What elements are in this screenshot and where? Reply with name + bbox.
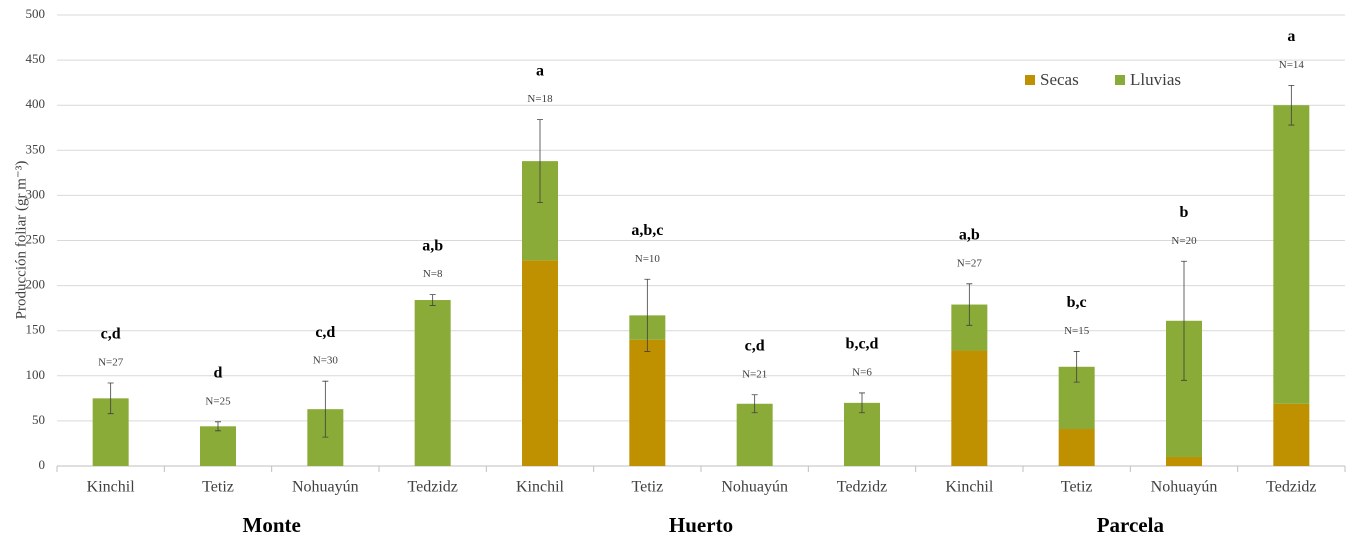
y-tick-label: 450	[26, 51, 46, 66]
n-label: N=14	[1279, 59, 1305, 71]
bar-segment	[200, 426, 236, 466]
significance-letter: a,b,c	[631, 222, 663, 239]
x-tick-label: Nohuayún	[1151, 479, 1218, 496]
significance-letter: b	[1180, 204, 1189, 221]
bar-segment	[951, 350, 988, 466]
legend-label: Lluvias	[1130, 70, 1181, 89]
n-label: N=18	[527, 93, 553, 105]
error-bar	[107, 382, 114, 415]
error-bar	[1073, 351, 1080, 383]
significance-letter: b,c	[1067, 294, 1087, 311]
n-label: N=21	[742, 368, 767, 380]
significance-letter: c,d	[745, 337, 765, 354]
bar-segment	[522, 260, 558, 466]
bar-segment	[1273, 403, 1310, 466]
group-label: Parcela	[1097, 513, 1165, 537]
significance-letter: a	[1287, 28, 1295, 45]
x-tick-label: Nohuayún	[292, 479, 359, 496]
n-label: N=25	[205, 395, 231, 407]
error-bar	[644, 278, 651, 352]
n-label: N=8	[423, 268, 443, 280]
legend-swatch	[1025, 75, 1035, 85]
error-bar	[859, 392, 865, 414]
y-tick-label: 300	[26, 186, 46, 201]
error-bar	[537, 119, 543, 204]
error-bar	[966, 283, 973, 326]
y-axis-title: Producción foliar (gr m⁻³)	[13, 161, 29, 320]
bar-segment	[629, 339, 666, 466]
y-tick-label: 200	[26, 277, 46, 292]
x-tick-label: Tetiz	[1061, 479, 1093, 496]
x-tick-label: Kinchil	[945, 479, 994, 496]
significance-letter: a,b	[959, 226, 980, 243]
error-bar	[1181, 260, 1187, 381]
y-tick-label: 0	[39, 457, 46, 472]
y-tick-label: 100	[26, 367, 46, 382]
bar-segment	[414, 300, 451, 466]
n-label: N=6	[852, 366, 872, 378]
y-tick-label: 150	[26, 322, 46, 337]
x-tick-label: Tetiz	[631, 479, 663, 496]
group-label: Monte	[243, 513, 301, 537]
bar-segment	[1058, 429, 1095, 466]
n-label: N=10	[635, 253, 661, 265]
significance-letter: c,d	[315, 324, 335, 341]
y-tick-label: 350	[26, 141, 46, 156]
legend-label: Secas	[1040, 70, 1079, 89]
n-label: N=20	[1171, 235, 1197, 247]
error-bar	[1288, 84, 1295, 126]
y-tick-label: 500	[26, 6, 46, 21]
group-label: Huerto	[669, 513, 733, 537]
significance-letter: b,c,d	[846, 336, 879, 353]
error-bar	[322, 380, 329, 438]
x-tick-label: Tedzidz	[1266, 479, 1316, 496]
error-bar	[429, 294, 436, 306]
n-label: N=27	[957, 257, 983, 269]
error-bar	[215, 421, 221, 432]
bar-segment	[1273, 105, 1310, 404]
error-bar	[751, 394, 758, 414]
y-tick-label: 50	[32, 412, 45, 427]
bar-segment	[1166, 456, 1202, 466]
significance-letter: a	[536, 62, 544, 79]
n-label: N=30	[313, 355, 339, 367]
n-label: N=27	[98, 357, 124, 369]
significance-letter: a,b	[422, 237, 443, 254]
n-label: N=15	[1064, 325, 1090, 337]
significance-letter: c,d	[101, 326, 121, 343]
legend-swatch	[1115, 75, 1125, 85]
x-tick-label: Tedzidz	[837, 479, 887, 496]
x-tick-label: Kinchil	[516, 479, 565, 496]
bar-segment	[844, 402, 880, 466]
x-tick-label: Tetiz	[202, 479, 234, 496]
bar-segment	[736, 403, 773, 466]
x-tick-label: Nohuayún	[721, 479, 788, 496]
x-tick-label: Kinchil	[87, 479, 136, 496]
significance-letter: d	[214, 364, 223, 381]
y-tick-label: 400	[26, 96, 46, 111]
x-tick-label: Tedzidz	[407, 479, 457, 496]
y-tick-label: 250	[26, 231, 46, 246]
